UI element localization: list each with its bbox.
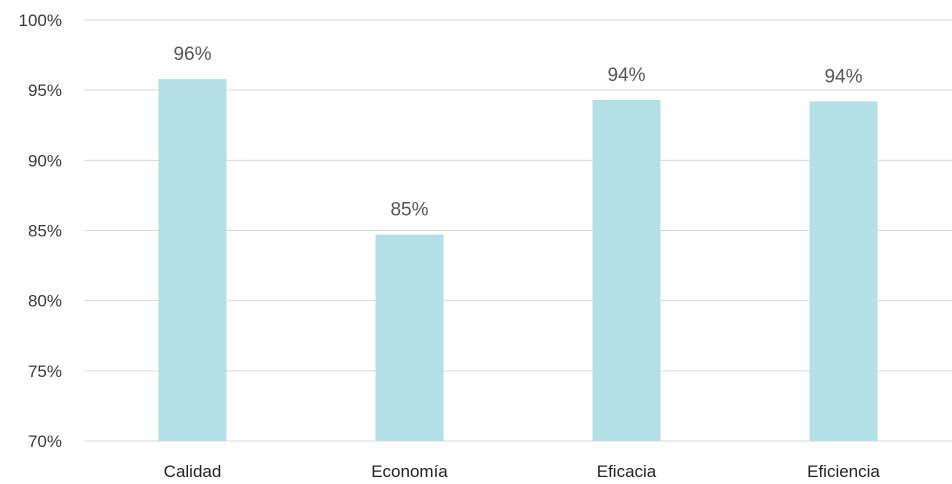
y-tick-label: 75% xyxy=(28,362,62,381)
y-tick-label: 85% xyxy=(28,222,62,241)
bar xyxy=(375,234,444,441)
x-axis: Calidad Economía Eficacia Eficiencia xyxy=(164,462,881,481)
bar-value-label: 94% xyxy=(824,66,862,87)
y-tick-label: 80% xyxy=(28,292,62,311)
x-tick-label: Calidad xyxy=(164,462,222,481)
bar xyxy=(158,78,227,441)
bar xyxy=(809,101,878,441)
bar-value-label: 96% xyxy=(173,44,211,65)
y-axis: 70% 75% 80% 85% 90% 95% 100% xyxy=(19,11,62,451)
x-tick-label: Economía xyxy=(371,462,448,481)
y-tick-label: 100% xyxy=(19,11,62,30)
y-tick-label: 90% xyxy=(28,151,62,170)
bars xyxy=(158,78,878,442)
gridlines xyxy=(84,19,952,442)
x-tick-label: Eficiencia xyxy=(807,462,880,481)
bar-value-label: 85% xyxy=(390,200,428,221)
bar-value-label: 94% xyxy=(607,65,645,86)
x-tick-label: Eficacia xyxy=(597,462,657,481)
y-tick-label: 70% xyxy=(28,432,62,451)
bar xyxy=(592,99,661,442)
y-tick-label: 95% xyxy=(28,81,62,100)
data-labels: 96% 85% 94% 94% xyxy=(173,44,862,221)
